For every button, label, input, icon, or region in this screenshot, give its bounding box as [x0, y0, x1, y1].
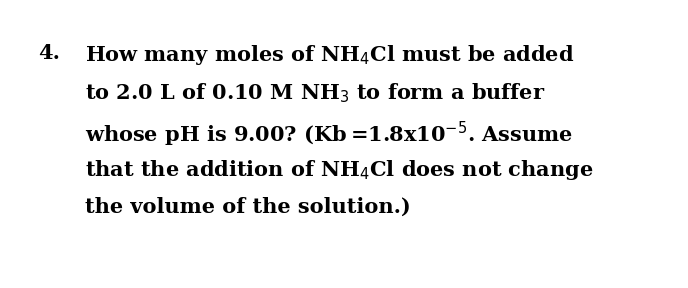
Text: to 2.0 L of 0.10 M NH$_{3}$ to form a buffer: to 2.0 L of 0.10 M NH$_{3}$ to form a bu…: [85, 82, 546, 105]
Text: How many moles of NH$_{4}$Cl must be added: How many moles of NH$_{4}$Cl must be add…: [85, 43, 574, 67]
Text: 4.: 4.: [38, 43, 60, 63]
Text: the volume of the solution.): the volume of the solution.): [85, 197, 411, 217]
Text: that the addition of NH$_{4}$Cl does not change: that the addition of NH$_{4}$Cl does not…: [85, 158, 593, 183]
Text: whose pH is 9.00? (Kb =1.8x10$^{-5}$. Assume: whose pH is 9.00? (Kb =1.8x10$^{-5}$. As…: [85, 120, 573, 149]
